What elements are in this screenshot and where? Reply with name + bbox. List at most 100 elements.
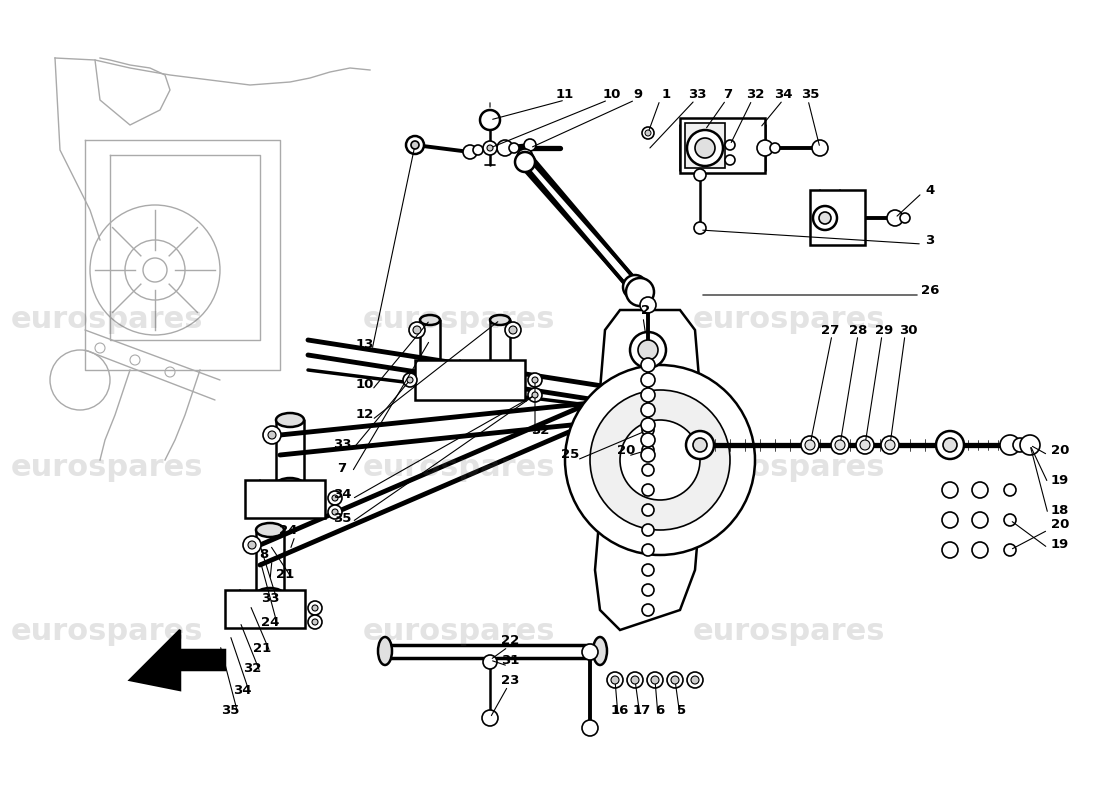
Text: 17: 17	[632, 703, 651, 717]
Circle shape	[263, 426, 280, 444]
Text: 11: 11	[556, 89, 574, 102]
Circle shape	[835, 440, 845, 450]
Text: 27: 27	[821, 323, 839, 337]
Text: 22: 22	[500, 634, 519, 646]
Circle shape	[770, 143, 780, 153]
Circle shape	[312, 605, 318, 611]
Circle shape	[691, 676, 698, 684]
Text: 21: 21	[276, 569, 294, 582]
Circle shape	[642, 504, 654, 516]
Circle shape	[505, 322, 521, 338]
Ellipse shape	[378, 637, 392, 665]
Circle shape	[473, 145, 483, 155]
Circle shape	[308, 601, 322, 615]
Circle shape	[406, 136, 424, 154]
Text: eurospares: eurospares	[363, 454, 556, 482]
Circle shape	[532, 392, 538, 398]
Circle shape	[886, 440, 895, 450]
Text: 24: 24	[278, 523, 297, 537]
Circle shape	[565, 365, 755, 555]
Ellipse shape	[490, 365, 510, 375]
Circle shape	[590, 390, 730, 530]
Text: 9: 9	[634, 89, 642, 102]
Text: 35: 35	[221, 703, 239, 717]
Circle shape	[725, 155, 735, 165]
Circle shape	[1013, 438, 1027, 452]
Circle shape	[757, 140, 773, 156]
Circle shape	[805, 440, 815, 450]
Circle shape	[641, 403, 654, 417]
Circle shape	[641, 418, 654, 432]
Text: 34: 34	[773, 89, 792, 102]
Circle shape	[972, 542, 988, 558]
Circle shape	[642, 444, 654, 456]
Text: 30: 30	[899, 323, 917, 337]
Circle shape	[515, 152, 535, 172]
Circle shape	[411, 141, 419, 149]
Circle shape	[830, 436, 849, 454]
Bar	[685, 123, 725, 168]
Text: 13: 13	[355, 338, 374, 351]
Circle shape	[695, 138, 715, 158]
Text: 33: 33	[688, 89, 706, 102]
Circle shape	[483, 655, 497, 669]
Text: 19: 19	[1050, 538, 1069, 551]
Text: 21: 21	[253, 642, 271, 654]
Bar	[245, 480, 324, 518]
Circle shape	[312, 619, 318, 625]
Circle shape	[407, 377, 412, 383]
Circle shape	[620, 420, 700, 500]
Circle shape	[328, 505, 342, 519]
Text: 8: 8	[260, 549, 268, 562]
Circle shape	[483, 141, 497, 155]
Circle shape	[642, 524, 654, 536]
Circle shape	[693, 438, 707, 452]
Text: 16: 16	[610, 703, 629, 717]
Text: 34: 34	[332, 489, 351, 502]
Ellipse shape	[420, 365, 440, 375]
Circle shape	[524, 139, 536, 151]
Circle shape	[820, 212, 830, 224]
Circle shape	[607, 672, 623, 688]
Circle shape	[694, 169, 706, 181]
Circle shape	[582, 644, 598, 660]
Text: 28: 28	[849, 323, 867, 337]
Text: eurospares: eurospares	[11, 306, 204, 334]
Circle shape	[482, 710, 498, 726]
Circle shape	[463, 145, 477, 159]
Circle shape	[900, 213, 910, 223]
Circle shape	[509, 143, 519, 153]
Text: 20: 20	[617, 443, 635, 457]
Ellipse shape	[593, 637, 607, 665]
Ellipse shape	[256, 523, 284, 537]
Text: 31: 31	[500, 654, 519, 666]
Circle shape	[812, 140, 828, 156]
Text: 26: 26	[921, 283, 939, 297]
Circle shape	[813, 206, 837, 230]
Circle shape	[487, 145, 493, 151]
Circle shape	[517, 149, 534, 165]
Circle shape	[641, 448, 654, 462]
Circle shape	[642, 564, 654, 576]
Circle shape	[942, 482, 958, 498]
Circle shape	[641, 373, 654, 387]
Circle shape	[626, 278, 654, 306]
Circle shape	[1004, 544, 1016, 556]
Circle shape	[671, 676, 679, 684]
Circle shape	[248, 541, 256, 549]
Text: 35: 35	[333, 511, 351, 525]
Circle shape	[642, 424, 654, 436]
Circle shape	[860, 440, 870, 450]
Circle shape	[641, 433, 654, 447]
Text: eurospares: eurospares	[363, 306, 556, 334]
Circle shape	[686, 431, 714, 459]
Text: 10: 10	[603, 89, 622, 102]
Bar	[226, 590, 305, 628]
Circle shape	[409, 322, 425, 338]
Ellipse shape	[276, 478, 304, 492]
Circle shape	[582, 720, 598, 736]
Text: 33: 33	[332, 438, 351, 451]
Circle shape	[651, 676, 659, 684]
Circle shape	[642, 127, 654, 139]
Bar	[680, 118, 764, 173]
